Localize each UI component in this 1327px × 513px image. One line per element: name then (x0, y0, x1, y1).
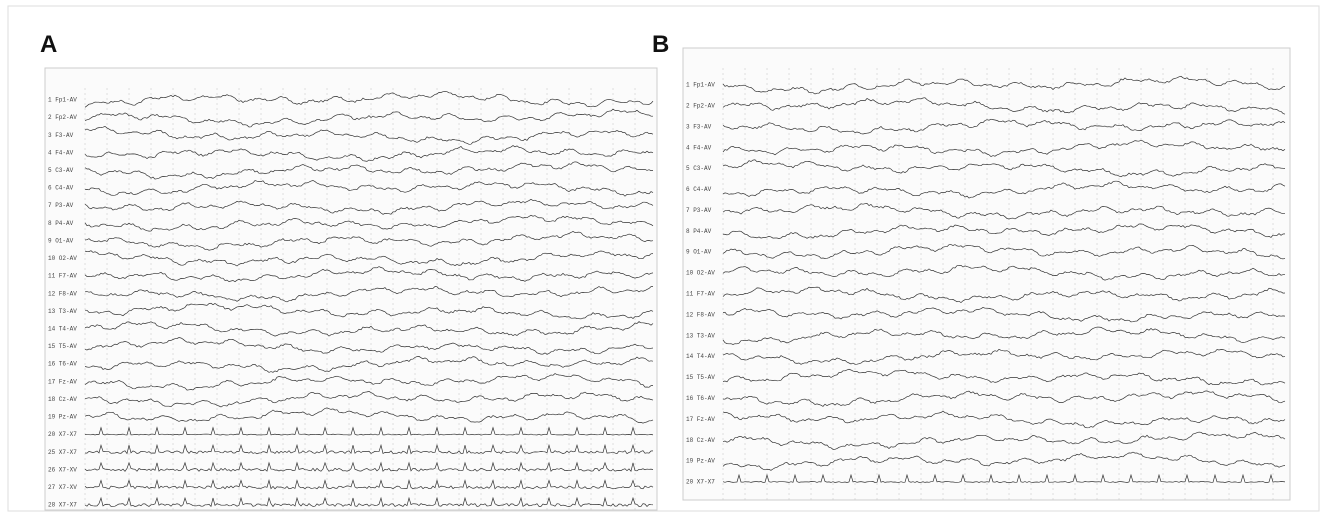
channel-label: 8 P4-AV (686, 228, 712, 235)
eeg-trace (84, 321, 654, 337)
eeg-trace (722, 223, 1286, 239)
channel-label: 13 T3-AV (686, 332, 715, 339)
channel-label: 17 Fz-AV (48, 378, 77, 385)
eeg-trace (722, 326, 1286, 345)
channel-label: 16 T6-AV (48, 361, 77, 368)
channel-label: 8 P4-AV (48, 220, 74, 227)
eeg-trace (84, 266, 654, 283)
eeg-trace (722, 390, 1286, 407)
eeg-trace (722, 180, 1286, 199)
channel-label: 11 F7-AV (686, 291, 715, 298)
channel-label: 25 X7-X7 (48, 449, 77, 456)
eeg-trace (722, 118, 1286, 135)
channel-label: 18 Cz-AV (48, 396, 77, 403)
eeg-trace (722, 348, 1286, 365)
eeg-trace (84, 161, 654, 180)
channel-label: 5 C3-AV (686, 165, 712, 172)
panel-label: B (652, 31, 669, 58)
eeg-trace (722, 159, 1286, 178)
eeg-trace (84, 198, 654, 215)
channel-label: 6 C4-AV (48, 185, 74, 192)
channel-label: 1 Fp1-AV (48, 97, 77, 104)
channel-label: 15 T5-AV (48, 343, 77, 350)
eeg-trace (84, 108, 653, 128)
channel-label: 17 Fz-AV (686, 416, 715, 423)
channel-label: 12 F8-AV (48, 290, 77, 297)
eeg-trace (84, 496, 654, 508)
channel-label: 9 O1-AV (686, 249, 712, 256)
eeg-trace (84, 461, 654, 472)
channel-label: 9 O1-AV (48, 237, 74, 244)
channel-label: 14 T4-AV (48, 325, 77, 332)
eeg-trace (722, 473, 1286, 483)
eeg-trace (84, 214, 654, 232)
channel-label: 2 Fp2-AV (48, 114, 77, 121)
eeg-trace (722, 307, 1286, 323)
eeg-trace (722, 244, 1286, 260)
channel-label: 16 T6-AV (686, 395, 715, 402)
eeg-trace (84, 126, 654, 145)
eeg-trace (84, 407, 654, 424)
channel-label: 5 C3-AV (48, 167, 74, 174)
eeg-trace (84, 231, 654, 251)
eeg-trace (722, 368, 1286, 386)
eeg-trace (84, 356, 654, 373)
eeg-trace (722, 410, 1286, 429)
channel-label: 19 Pz-AV (686, 458, 715, 465)
eeg-trace (84, 391, 654, 408)
channel-label: 18 Cz-AV (686, 437, 715, 444)
channel-label: 20 X7-X7 (686, 479, 715, 486)
channel-label: 10 O2-AV (686, 270, 715, 277)
eeg-trace (722, 286, 1286, 304)
channel-label: 12 F8-AV (686, 311, 715, 318)
eeg-trace (84, 479, 654, 490)
panel-label: A (40, 31, 57, 58)
channel-label: 26 X7-XV (48, 466, 77, 473)
eeg-trace (84, 180, 654, 197)
channel-label: 6 C4-AV (686, 186, 712, 193)
channel-label: 11 F7-AV (48, 273, 77, 280)
eeg-trace (84, 286, 653, 303)
channel-label: 14 T4-AV (686, 353, 715, 360)
eeg-trace (722, 75, 1286, 95)
eeg-trace (722, 451, 1286, 471)
eeg-trace (722, 431, 1286, 450)
channel-label: 28 X7-X7 (48, 502, 77, 509)
channel-label: 2 Fp2-AV (686, 102, 715, 109)
eeg-trace (84, 426, 654, 436)
eeg-trace (84, 443, 654, 455)
channel-label: 4 F4-AV (686, 144, 712, 151)
channel-label: 13 T3-AV (48, 308, 77, 315)
eeg-trace (84, 91, 654, 108)
channel-label: 3 F3-AV (48, 132, 74, 139)
eeg-trace (722, 264, 1286, 281)
eeg-trace (84, 337, 654, 355)
channel-label: 4 F4-AV (48, 149, 74, 156)
eeg-trace (722, 97, 1286, 115)
channel-label: 3 F3-AV (686, 123, 712, 130)
eeg-trace (722, 203, 1286, 220)
frame (7, 5, 1320, 512)
channel-label: 1 Fp1-AV (686, 82, 715, 89)
eeg-trace (722, 139, 1286, 158)
eeg-trace (84, 302, 654, 320)
channel-label: 10 O2-AV (48, 255, 77, 262)
channel-label: 7 P3-AV (48, 202, 74, 209)
eeg-trace (84, 145, 654, 162)
eeg-trace (84, 250, 654, 267)
eeg-sheet (44, 67, 658, 511)
eeg-trace (84, 373, 653, 391)
channel-label: 19 Pz-AV (48, 414, 77, 421)
channel-label: 27 X7-XV (48, 484, 77, 491)
channel-label: 15 T5-AV (686, 374, 715, 381)
channel-label: 20 X7-X7 (48, 431, 77, 438)
channel-label: 7 P3-AV (686, 207, 712, 214)
